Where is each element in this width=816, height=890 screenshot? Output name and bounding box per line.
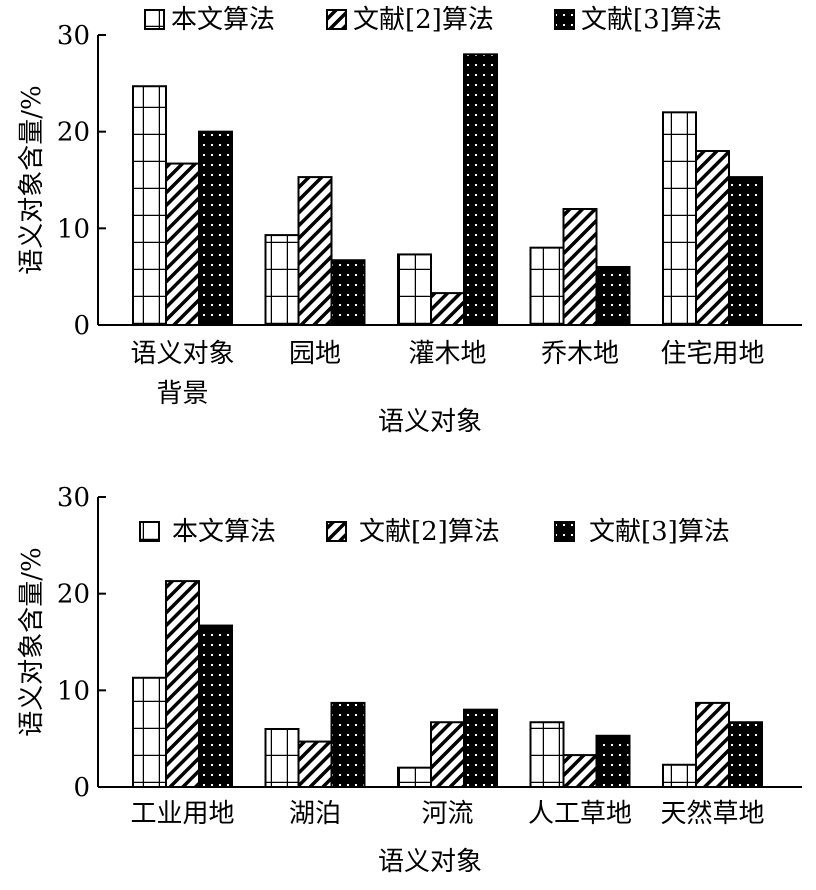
- y-tick-label: 0: [73, 773, 90, 803]
- bar-dots: [463, 53, 498, 326]
- bars-bottom: [132, 580, 763, 789]
- bar-diagonal: [430, 721, 465, 789]
- legend-swatch-grid: [144, 9, 165, 30]
- legend-bottom: 本文算法 文献[2]算法 文献[3]算法: [139, 517, 730, 547]
- y-tick-label: 20: [57, 118, 90, 148]
- bar-grid: [132, 85, 167, 326]
- y-tick-label: 10: [57, 214, 90, 244]
- bar-diagonal: [562, 208, 598, 326]
- legend-swatch-dots: [554, 521, 575, 542]
- legend-label: 本文算法: [171, 5, 275, 35]
- bar-grid: [662, 763, 697, 788]
- x-categories-bottom: 工业用地 湖泊 河流 人工草地 天然草地: [130, 799, 764, 829]
- y-ticks-top: 0 10 20 30: [57, 21, 106, 341]
- bar-diagonal: [695, 150, 730, 326]
- legend-label: 文献[3]算法: [589, 517, 730, 547]
- bar-diagonal: [165, 162, 200, 326]
- x-axis-label-bottom: 语义对象: [378, 847, 482, 877]
- bar-diagonal: [430, 292, 465, 327]
- category-label: 湖泊: [289, 799, 341, 829]
- y-tick-label: 0: [73, 311, 90, 341]
- bar-dots: [198, 130, 233, 326]
- bar-dots: [595, 734, 631, 788]
- bar-dots: [463, 708, 498, 789]
- legend-swatch-dots: [554, 9, 575, 30]
- bar-grid: [264, 234, 300, 327]
- legend-top: 本文算法 文献[2]算法 文献[3]算法: [144, 5, 722, 35]
- bars-top: [132, 53, 763, 327]
- category-label: 河流: [421, 799, 473, 829]
- legend-swatch-diagonal: [326, 521, 347, 542]
- x-axis-label-top: 语义对象: [378, 407, 482, 437]
- category-label: 住宅用地: [660, 339, 764, 369]
- legend-label: 文献[2]算法: [353, 5, 494, 35]
- bar-grid: [397, 253, 432, 326]
- y-ticks-bottom: 0 10 20 30: [57, 483, 106, 803]
- category-label: 灌木地: [408, 339, 486, 369]
- bar-grid: [529, 721, 565, 789]
- category-label: 人工草地: [528, 799, 632, 829]
- bar-dots: [595, 266, 631, 326]
- bar-grid: [662, 111, 697, 327]
- bar-dots: [728, 721, 763, 789]
- y-tick-label: 20: [57, 580, 90, 610]
- y-tick-label: 30: [57, 483, 90, 513]
- legend-label: 文献[3]算法: [581, 5, 722, 35]
- category-label: 园地: [289, 339, 341, 369]
- category-label: 背景: [156, 379, 208, 409]
- bar-diagonal: [297, 740, 333, 788]
- bar-grid: [264, 728, 300, 788]
- bar-grid: [132, 676, 167, 788]
- bar-diagonal: [562, 754, 598, 788]
- bar-dots: [728, 176, 763, 326]
- y-axis-label-top: 语义对象含量/%: [17, 85, 47, 274]
- category-label: 天然草地: [660, 799, 764, 829]
- y-tick-label: 10: [57, 676, 90, 706]
- bar-dots: [330, 701, 366, 789]
- bar-diagonal: [297, 176, 333, 326]
- category-label: 工业用地: [130, 799, 234, 829]
- bar-grid: [397, 766, 432, 789]
- legend-swatch-diagonal: [326, 9, 347, 30]
- category-label: 语义对象: [130, 339, 234, 369]
- legend-swatch-grid: [139, 521, 160, 542]
- bar-grid: [529, 246, 565, 327]
- bar-dots: [330, 259, 366, 327]
- legend-label: 文献[2]算法: [359, 517, 500, 547]
- y-tick-label: 30: [57, 21, 90, 51]
- legend-label: 本文算法: [172, 517, 276, 547]
- category-label: 乔木地: [541, 339, 619, 369]
- bar-diagonal: [695, 701, 730, 789]
- bar-dots: [198, 624, 233, 788]
- y-axis-label-bottom: 语义对象含量/%: [17, 547, 47, 736]
- chart-bottom: 本文算法 文献[2]算法 文献[3]算法 0 10 20 30 工业用地 湖泊 河流 人工草地天…: [17, 483, 802, 877]
- bar-diagonal: [165, 580, 200, 788]
